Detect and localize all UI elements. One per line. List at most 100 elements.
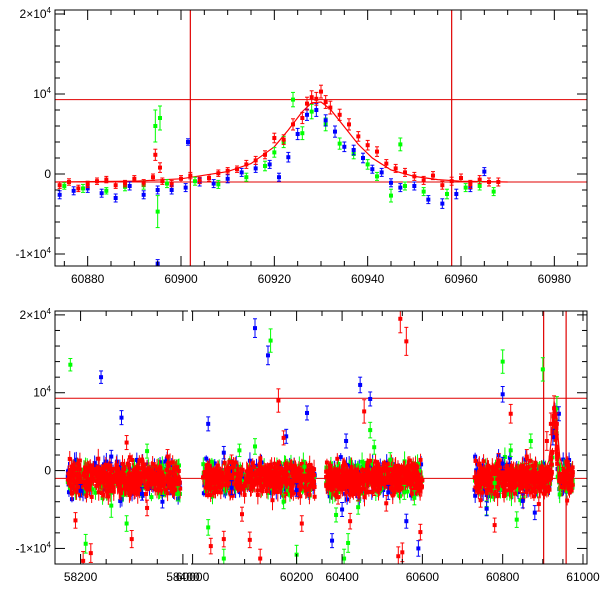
top-point-red: [328, 105, 333, 110]
bot-cloud-point: [146, 467, 151, 472]
bot-cloud-point: [269, 486, 274, 491]
bot-cloud-point: [112, 477, 117, 482]
bot-cloud-point: [223, 482, 228, 487]
top-point-red: [158, 165, 162, 170]
top-point-red: [449, 179, 454, 184]
bot-cloud-point: [201, 491, 206, 496]
top-point-blue: [169, 188, 174, 192]
bot-cloud-point: [89, 494, 94, 499]
top-point-green: [309, 109, 314, 114]
bot-cloud-point: [116, 484, 121, 489]
top-point-green: [463, 185, 468, 190]
bot-cloud-point: [370, 461, 375, 466]
top-point-red: [141, 180, 146, 185]
bot-cloud-point: [283, 468, 288, 473]
top-xtick-label: 60920: [258, 272, 292, 286]
top-point-green: [62, 184, 67, 188]
bot-cloud-point: [278, 470, 283, 475]
bot-cloud-point: [168, 481, 173, 486]
top-point-red: [253, 158, 258, 163]
bot-cloud-point: [163, 459, 168, 464]
top-point-red: [291, 122, 295, 127]
top-point-blue: [211, 181, 216, 186]
bot-cloud-point: [118, 498, 123, 503]
bot-cloud-point: [139, 471, 144, 476]
bot-cloud-point: [230, 475, 235, 480]
bot-cloud-point: [295, 472, 300, 477]
bot-cloud-point: [219, 485, 224, 490]
top-point-blue: [85, 186, 90, 191]
bot-cloud-point: [310, 468, 315, 473]
bot-cloud-point: [133, 480, 138, 485]
bot-cloud-point: [75, 471, 80, 476]
bot-cloud-point: [312, 485, 317, 490]
bot-cloud-point: [257, 462, 262, 467]
top-point-blue: [323, 118, 328, 123]
bot-cloud-point: [88, 481, 93, 486]
bot-cloud-point: [127, 484, 132, 489]
top-model-curve: [55, 101, 508, 183]
bot-cloud-point: [214, 485, 219, 490]
bot-cloud-point: [83, 485, 88, 490]
bot-cloud-point: [76, 479, 81, 484]
top-point-blue: [412, 184, 417, 188]
bot-cloud-point: [124, 470, 129, 475]
bot-cloud-point: [262, 468, 267, 473]
bot-cloud-point: [107, 461, 112, 466]
bot-cloud-point: [167, 476, 172, 481]
bot-cloud-point: [205, 466, 210, 471]
top-point-blue: [342, 144, 347, 149]
bot-cloud-point: [137, 488, 142, 493]
top-point-red: [263, 152, 267, 157]
top-panel-plot: 2×104 104 0 -1×104 60880 60900 60920 60940 60960…: [16, 6, 588, 286]
bot-cloud-point: [125, 479, 130, 484]
bot-cloud-point: [140, 457, 145, 462]
bot-cloud-point: [153, 464, 158, 469]
top-point-red: [113, 183, 118, 188]
bot-cloud-point: [152, 479, 157, 484]
top-point-red: [337, 112, 342, 117]
bot-cloud-point: [275, 479, 280, 484]
top-point-green: [272, 150, 277, 155]
top-panel-data: [55, 10, 587, 266]
bot-cloud-point: [94, 483, 99, 488]
bot-cloud-point: [102, 479, 107, 484]
top-point-blue: [454, 192, 459, 196]
bot-cloud-point: [233, 460, 238, 465]
bot-cloud-point: [246, 474, 251, 479]
bot-cloud-point: [76, 464, 81, 469]
bot-cloud-point: [388, 486, 393, 491]
bot-cloud-point: [172, 483, 177, 488]
bot-cloud-point: [256, 468, 261, 473]
top-point-green: [216, 182, 221, 187]
bot-cloud-point: [165, 491, 170, 496]
bot-cloud-point: [292, 463, 297, 468]
bot-cloud-point: [285, 466, 290, 471]
bot-cloud-point: [241, 486, 246, 491]
top-point-blue: [482, 169, 487, 174]
bot-cloud-point: [401, 466, 406, 471]
bot-cloud-point: [417, 468, 422, 473]
bot-cloud-point: [122, 465, 127, 470]
bot-cloud-point: [159, 483, 164, 488]
bot-cloud-point: [290, 483, 295, 488]
bot-cloud-point: [111, 473, 116, 478]
bot-cloud-point: [205, 493, 210, 498]
bot-cloud-point: [213, 479, 218, 484]
top-point-red: [95, 179, 99, 184]
bot-cloud-point: [307, 486, 312, 491]
bot-cloud-point: [136, 476, 141, 481]
bot-cloud-point: [126, 462, 131, 467]
bot-cloud-point: [153, 474, 158, 479]
bot-cloud-point: [161, 490, 166, 495]
top-point-red: [207, 176, 211, 180]
bot-cloud-point: [93, 469, 98, 474]
bot-cloud-point: [160, 463, 165, 468]
top-point-red: [225, 168, 230, 173]
bot-cloud-point: [244, 477, 249, 482]
bot-cloud-point: [131, 468, 136, 473]
bot-cloud-point: [207, 474, 212, 479]
bot-cloud-point: [81, 473, 86, 478]
top-point-red: [319, 89, 323, 94]
top-point-red: [197, 178, 202, 183]
